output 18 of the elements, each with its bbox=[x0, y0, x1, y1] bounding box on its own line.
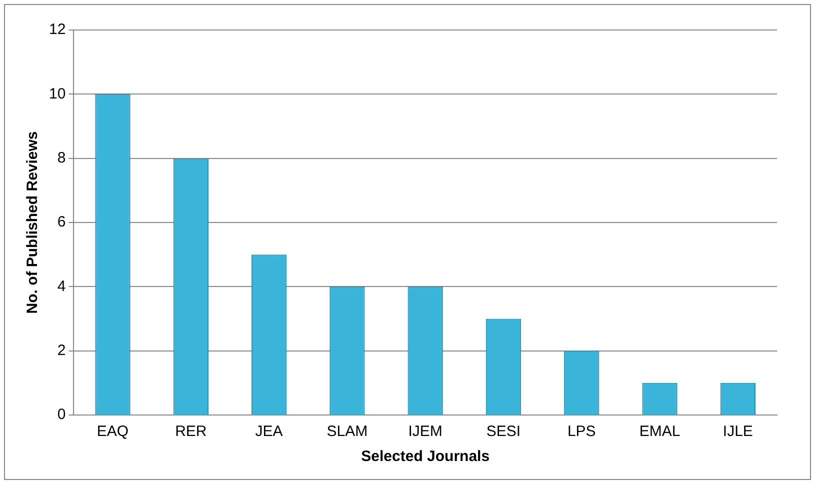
x-tick-label: SLAM bbox=[326, 423, 368, 440]
x-tick-label: RER bbox=[175, 423, 207, 440]
y-tick-label: 12 bbox=[48, 21, 66, 38]
x-axis-title: Selected Journals bbox=[361, 448, 490, 466]
y-tick-label: 6 bbox=[57, 214, 66, 231]
x-tick-label: IJEM bbox=[408, 423, 442, 440]
y-tick-label: 2 bbox=[57, 342, 66, 359]
x-tick-label: JEA bbox=[255, 423, 283, 440]
y-axis-title: No. of Published Reviews bbox=[24, 131, 42, 314]
x-tick-label: SESI bbox=[486, 423, 521, 440]
x-tick-label: EAQ bbox=[96, 423, 129, 440]
y-tick-label: 0 bbox=[57, 406, 66, 424]
y-tick-label: 4 bbox=[57, 278, 66, 295]
x-tick-label: LPS bbox=[567, 423, 596, 440]
y-tick-label: 10 bbox=[48, 85, 66, 102]
x-tick-label: IJLE bbox=[722, 423, 753, 440]
y-tick-label: 8 bbox=[57, 149, 66, 166]
x-tick-label: EMAL bbox=[639, 423, 680, 440]
